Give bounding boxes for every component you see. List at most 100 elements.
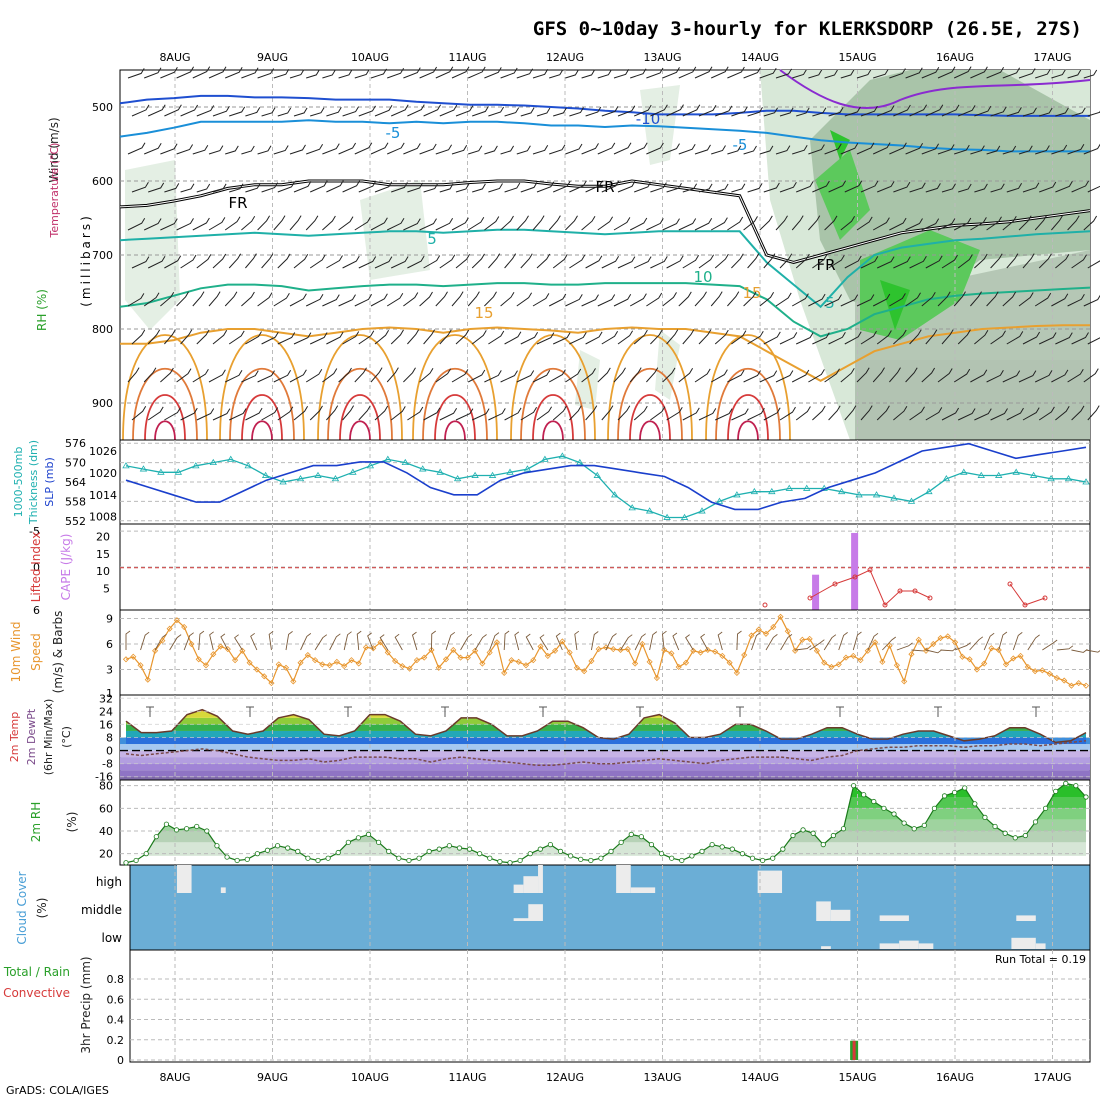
wind-barb [1087, 405, 1100, 421]
rh-point [568, 853, 574, 859]
wind-barb [974, 183, 988, 193]
wind-barb [1071, 254, 1087, 269]
wind-barb [520, 107, 535, 117]
wind-speed-point [712, 648, 719, 655]
rh-point [658, 851, 665, 857]
wind-barb [552, 332, 571, 345]
wind-barb [245, 107, 261, 117]
wind-barb [1035, 68, 1051, 79]
temp-max-marker [636, 706, 644, 717]
thickness-point [192, 462, 200, 469]
rh-point [295, 848, 301, 855]
rh-tick-label: 20 [99, 848, 113, 861]
wind-barb [650, 182, 667, 193]
wind-barb [358, 405, 371, 421]
wind-barb [451, 369, 469, 383]
wind-barb [893, 104, 911, 117]
wind-barb [192, 66, 211, 79]
cloud-low-cell [899, 940, 919, 949]
wind-barb [293, 332, 312, 345]
rh-point [598, 855, 604, 861]
wind-barb [844, 255, 862, 269]
wind-barb-10m [780, 634, 793, 651]
wind-barb [808, 293, 826, 307]
wind-barb [423, 407, 441, 421]
wind-speed-point [639, 640, 646, 648]
wind-barb [650, 406, 666, 421]
wind-barb [828, 332, 846, 345]
rh-point [729, 846, 735, 852]
wind-barb [273, 292, 290, 307]
wind-barb [905, 67, 923, 79]
wind-speed-point [224, 646, 231, 653]
wind-barb [1018, 145, 1033, 155]
wind-barb [581, 368, 596, 383]
thickness-point [122, 462, 130, 469]
temperature-contour [144, 394, 186, 441]
wind-barb [180, 254, 197, 269]
wind-barb [241, 215, 256, 231]
wind-barb [160, 66, 178, 79]
wind-barb [840, 216, 856, 231]
wind-barb [293, 107, 308, 117]
wind-speed-point [653, 674, 660, 682]
wind-barb [650, 104, 668, 117]
wind-barb [370, 367, 383, 383]
wind-tick-label: 9 [106, 613, 113, 626]
wind-barb [326, 106, 342, 117]
wind-speed-point [581, 668, 588, 675]
wind-barb [844, 106, 861, 117]
wind-barb [698, 183, 713, 193]
wind-speed-point [842, 654, 850, 661]
wind-barb [1018, 292, 1034, 307]
li-tick-label: -5 [29, 525, 40, 538]
rh-point [790, 832, 796, 839]
wind-barb [565, 294, 583, 307]
temperature-contour [434, 394, 476, 441]
wind-barb [1083, 368, 1099, 383]
wind-barb [553, 180, 571, 193]
wind-barb [937, 218, 956, 231]
rh-point [184, 826, 190, 832]
rh-point [497, 858, 503, 865]
temp-fill-band [126, 737, 1086, 745]
wind-barb [759, 215, 773, 231]
rh-point [760, 857, 766, 864]
wind-barb [565, 143, 583, 155]
wind-barb [370, 142, 389, 155]
wind-barb [224, 291, 238, 307]
wind-barb [646, 367, 659, 383]
wind-barb [1071, 405, 1085, 421]
rh-point [143, 851, 149, 857]
wind-barb [488, 183, 503, 193]
thickness-point [488, 471, 497, 478]
wind-barb [354, 142, 373, 155]
wind-barb [941, 329, 954, 345]
temp-max-marker [441, 706, 449, 717]
wind-barb [1067, 215, 1080, 231]
wind-barb [423, 329, 436, 345]
precip-tick-label: 0.4 [107, 1014, 125, 1027]
thickness-point [541, 455, 549, 462]
wind-barb-10m [634, 633, 646, 651]
wind-barb [808, 144, 825, 155]
wind-speed-point [355, 660, 362, 667]
cloud-low-cell [821, 946, 831, 949]
wind-speed-point [668, 650, 675, 657]
wind-speed-point [522, 662, 530, 669]
temperature-contour [317, 334, 403, 441]
rh-point [244, 856, 250, 862]
wind-barb [241, 145, 255, 155]
wind-barb [435, 218, 454, 231]
wind-barb [812, 332, 830, 345]
precip-tick-label: 0.8 [107, 973, 125, 986]
wind-barb [925, 255, 943, 269]
rh-point [446, 843, 452, 849]
wind-barb [710, 291, 723, 307]
slp-label: SLP (mb) [43, 457, 56, 507]
rh-point [931, 805, 938, 811]
thickness-point [366, 462, 375, 469]
thickness-point [837, 487, 846, 495]
wind-barb [532, 69, 549, 79]
wind-barb [1002, 67, 1021, 79]
